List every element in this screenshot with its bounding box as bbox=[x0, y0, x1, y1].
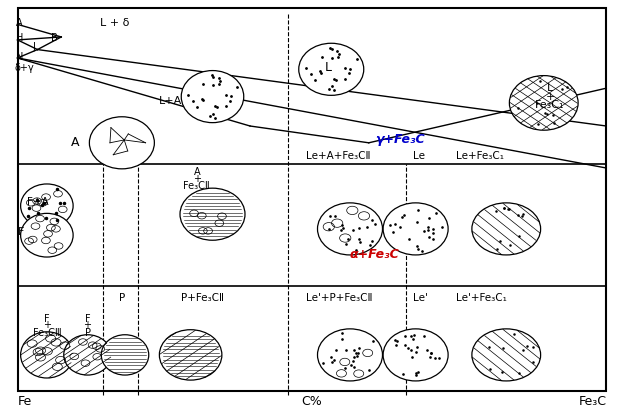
Text: Fe: Fe bbox=[18, 395, 32, 407]
Text: J: J bbox=[32, 42, 36, 52]
Ellipse shape bbox=[299, 43, 364, 95]
Text: A: A bbox=[194, 167, 200, 177]
Text: C%: C% bbox=[301, 395, 322, 407]
Text: L + δ: L + δ bbox=[100, 18, 129, 28]
Ellipse shape bbox=[383, 329, 448, 381]
Ellipse shape bbox=[180, 188, 245, 240]
Text: L: L bbox=[324, 61, 332, 74]
Text: Fe₃C: Fe₃C bbox=[578, 395, 606, 407]
Text: +: + bbox=[193, 173, 201, 184]
Text: +: + bbox=[545, 92, 555, 102]
Text: F: F bbox=[18, 227, 24, 237]
Text: A: A bbox=[71, 136, 79, 149]
Text: Le'+Fe₃C₁: Le'+Fe₃C₁ bbox=[456, 293, 507, 303]
Text: N: N bbox=[16, 52, 23, 62]
Text: A: A bbox=[16, 18, 22, 28]
Ellipse shape bbox=[181, 71, 244, 123]
Ellipse shape bbox=[159, 330, 222, 380]
Ellipse shape bbox=[318, 329, 382, 381]
Text: F: F bbox=[44, 314, 50, 324]
Text: Fe₃C₁: Fe₃C₁ bbox=[535, 100, 565, 110]
Text: F: F bbox=[85, 314, 91, 324]
Ellipse shape bbox=[21, 184, 73, 228]
Text: H: H bbox=[16, 33, 23, 43]
Ellipse shape bbox=[472, 203, 541, 255]
Text: P: P bbox=[119, 293, 125, 303]
Ellipse shape bbox=[89, 117, 154, 169]
Text: F+A: F+A bbox=[27, 197, 48, 207]
Ellipse shape bbox=[383, 203, 448, 255]
Ellipse shape bbox=[101, 335, 149, 375]
Text: γ+Fe₃C: γ+Fe₃C bbox=[375, 133, 424, 146]
Text: B: B bbox=[51, 33, 58, 43]
Text: Le: Le bbox=[412, 151, 424, 161]
Text: α+Fe₃C: α+Fe₃C bbox=[350, 248, 400, 260]
Text: Fe₃CⅡ: Fe₃CⅡ bbox=[184, 181, 210, 191]
Ellipse shape bbox=[64, 335, 111, 375]
Text: L: L bbox=[547, 83, 553, 93]
Text: Le': Le' bbox=[412, 293, 428, 303]
Text: +: + bbox=[43, 320, 51, 331]
Text: δ+γ: δ+γ bbox=[14, 63, 34, 73]
Text: P: P bbox=[84, 328, 91, 338]
Text: +: + bbox=[84, 320, 91, 331]
Text: Fe₃CⅢ: Fe₃CⅢ bbox=[32, 328, 61, 338]
Ellipse shape bbox=[472, 329, 541, 381]
Ellipse shape bbox=[509, 76, 578, 130]
Ellipse shape bbox=[21, 213, 73, 257]
Text: L+A: L+A bbox=[159, 96, 182, 106]
Text: Le+Fe₃C₁: Le+Fe₃C₁ bbox=[456, 151, 504, 161]
Text: Le+A+Fe₃CⅡ: Le+A+Fe₃CⅡ bbox=[306, 151, 371, 161]
Text: Le'+P+Fe₃CⅡ: Le'+P+Fe₃CⅡ bbox=[306, 293, 372, 303]
Ellipse shape bbox=[21, 332, 73, 378]
Text: P+Fe₃CⅡ: P+Fe₃CⅡ bbox=[181, 293, 224, 303]
Ellipse shape bbox=[318, 203, 382, 255]
